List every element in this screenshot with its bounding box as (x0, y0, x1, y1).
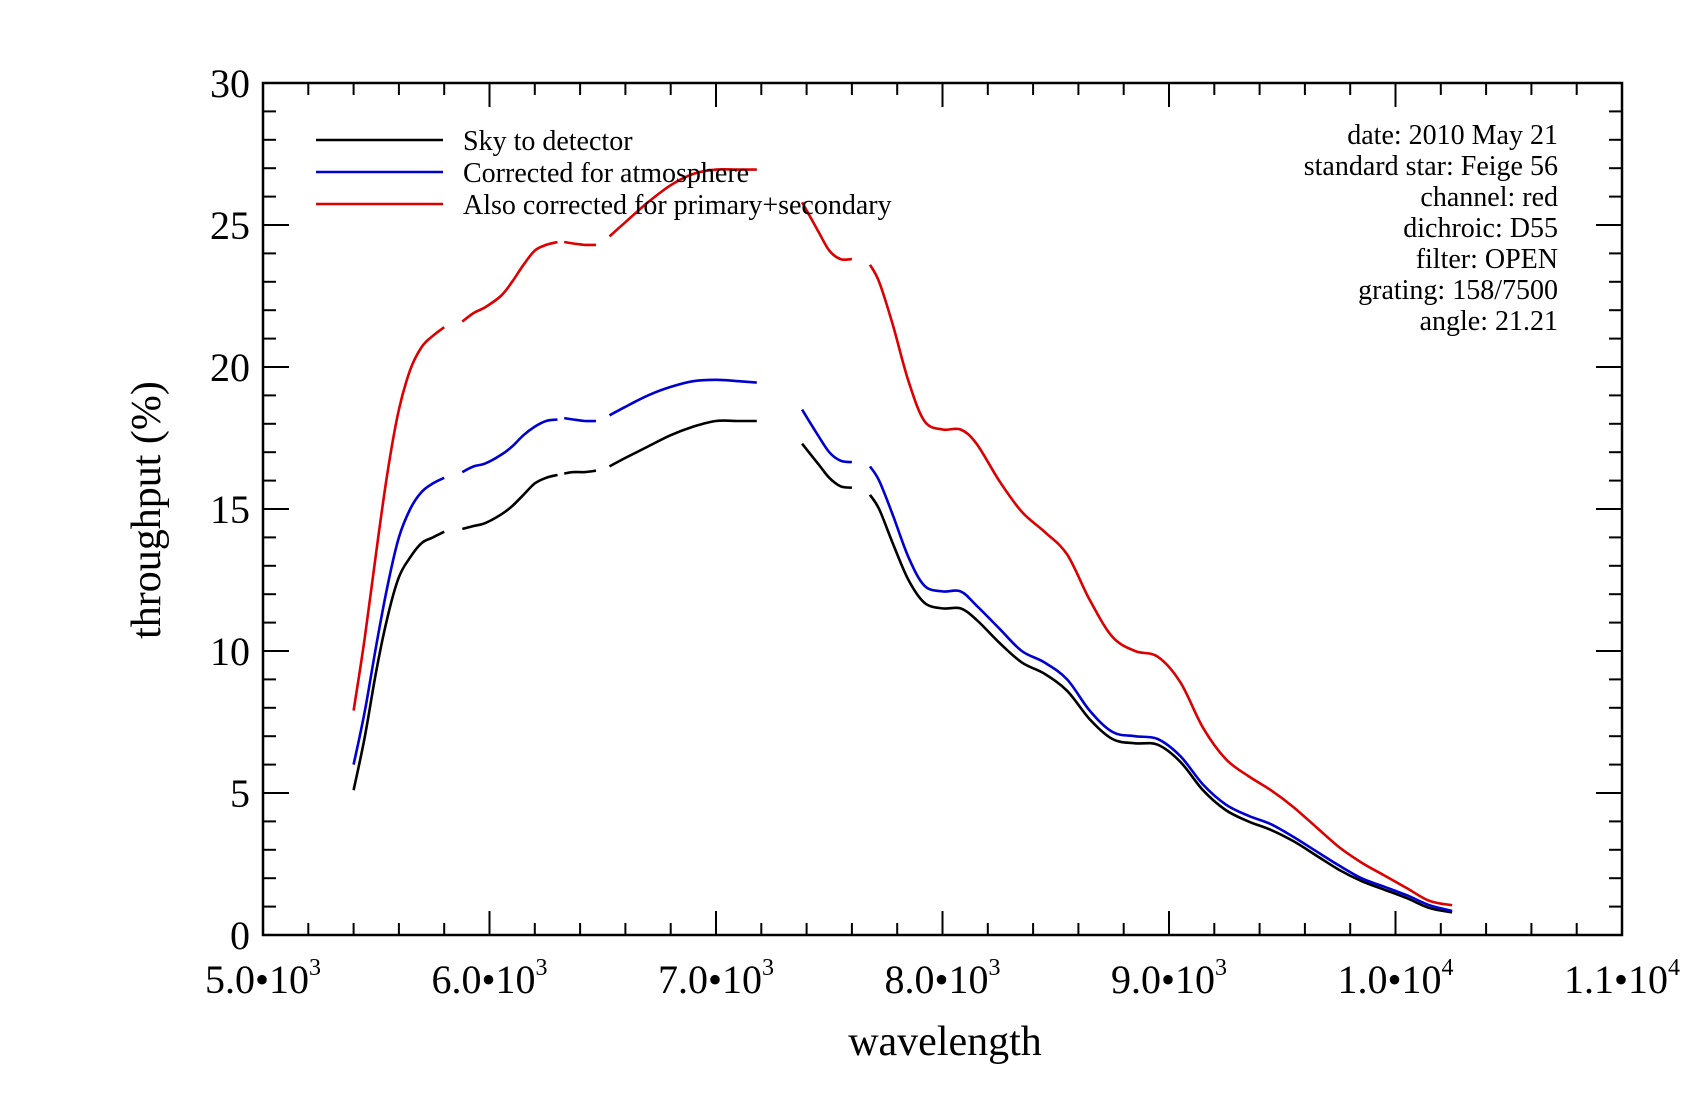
legend-label: Sky to detector (463, 126, 633, 157)
x-tick-label: 7.0•103 (658, 955, 774, 1002)
x-tick-label: 9.0•103 (1111, 955, 1227, 1002)
y-axis-label: throughput (%) (124, 381, 170, 639)
annotation-line: grating: 158/7500 (1358, 275, 1558, 306)
series-line-segment (800, 201, 852, 262)
series-line-segment (563, 240, 597, 247)
annotation-line: dichroic: D55 (1403, 213, 1558, 244)
annotation-line: channel: red (1420, 182, 1558, 213)
series-line-segment (800, 408, 853, 464)
series-1 (352, 419, 1453, 914)
series-line-segment (461, 473, 558, 531)
y-tick-label: 25 (210, 203, 250, 248)
y-tick-label: 15 (210, 487, 250, 532)
y-tick-label: 10 (210, 629, 250, 674)
annotation-line: angle: 21.21 (1420, 306, 1558, 337)
series-line-segment (868, 494, 1453, 914)
x-tick-label: 1.1•104 (1564, 955, 1680, 1002)
series-layer (352, 167, 1453, 914)
y-tick-label: 5 (230, 771, 250, 816)
series-line-segment (352, 326, 446, 711)
series-line-segment (461, 418, 558, 474)
series-line-segment (352, 476, 445, 765)
legend-label: Corrected for atmosphere (463, 158, 749, 189)
series-line-segment (608, 419, 757, 468)
x-tick-label: 1.0•104 (1337, 955, 1453, 1002)
tick-labels-layer: 5.0•103 6.0•103 7.0•103 8.0•103 9.0•103 1.0•1… (205, 61, 1680, 1002)
annotation-line: standard star: Feige 56 (1304, 151, 1558, 182)
series-line-segment (608, 167, 757, 238)
series-line-segment (608, 378, 757, 417)
series-line-segment (563, 416, 597, 423)
y-tick-label: 30 (210, 61, 250, 106)
series-line-segment (868, 264, 1453, 907)
x-axis-label: wavelength (848, 1019, 1042, 1065)
series-line-segment (868, 465, 1453, 913)
series-3 (352, 167, 1453, 907)
annotation-line: date: 2010 May 21 (1347, 120, 1558, 151)
x-tick-label: 5.0•103 (205, 955, 321, 1002)
y-tick-label: 0 (230, 913, 250, 958)
annotation-line: filter: OPEN (1416, 244, 1558, 275)
series-line-segment (801, 442, 853, 489)
series-line-segment (352, 530, 445, 791)
x-tick-label: 6.0•103 (431, 955, 547, 1002)
x-tick-label: 8.0•103 (884, 955, 1000, 1002)
legend-label: Also corrected for primary+secondary (463, 190, 892, 221)
series-line-segment (461, 240, 558, 323)
series-2 (352, 378, 1453, 913)
series-line-segment (564, 469, 597, 475)
y-tick-label: 20 (210, 345, 250, 390)
plot-frame (261, 81, 1624, 937)
